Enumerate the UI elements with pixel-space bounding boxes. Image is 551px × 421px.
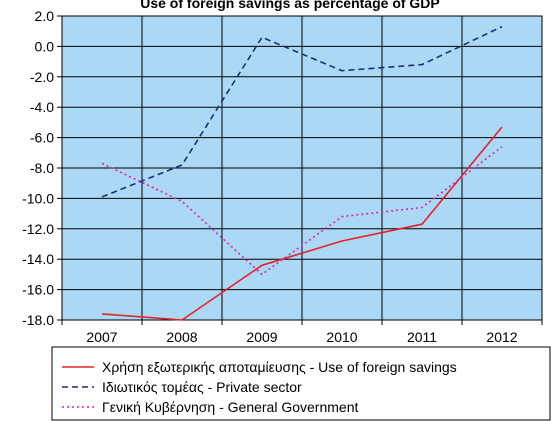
y-tick-label: -2.0 <box>30 69 54 85</box>
legend-label-2: Ιδιωτικός τομέας - Private sector <box>102 379 302 395</box>
x-axis-ticks: 2007 2008 2009 2010 2011 2012 <box>86 329 517 345</box>
series-line-2 <box>101 25 503 198</box>
y-axis-ticks: 2.0 0.0 -2.0 -4.0 -6.0 -8.0 -10.0 -12.0 -14.0 -16… <box>22 8 54 328</box>
x-tick-label: 2010 <box>326 329 357 345</box>
y-tick-label: -18.0 <box>22 312 54 328</box>
chart-title: Use of foreign savings as percentage of … <box>140 0 440 11</box>
y-tick-label: -16.0 <box>22 282 54 298</box>
y-tick-label: -4.0 <box>30 99 54 115</box>
y-tick-label: -14.0 <box>22 251 54 267</box>
y-tick-label: 2.0 <box>35 8 55 24</box>
y-tick-label: -6.0 <box>30 130 54 146</box>
legend-box <box>51 346 551 421</box>
y-tick-label: -10.0 <box>22 190 54 206</box>
x-tick-label: 2009 <box>246 329 277 345</box>
grid-lines <box>57 15 543 325</box>
legend-label-3: Γενική Κυβέρνηση - General Government <box>102 399 358 415</box>
series-lines <box>101 25 503 321</box>
legend: Χρήση εξωτερικής αποταμίευσης - Use of f… <box>62 359 457 415</box>
x-tick-label: 2008 <box>166 329 197 345</box>
x-tick-label: 2012 <box>486 329 517 345</box>
y-tick-label: -12.0 <box>22 221 54 237</box>
x-tick-label: 2011 <box>407 329 437 345</box>
y-tick-label: -8.0 <box>30 160 54 176</box>
series-line-1 <box>101 126 503 321</box>
y-tick-label: 0.0 <box>35 38 55 54</box>
series-line-3 <box>101 146 503 276</box>
x-tick-label: 2007 <box>86 329 117 345</box>
legend-label-1: Χρήση εξωτερικής αποταμίευσης - Use of f… <box>102 359 457 375</box>
